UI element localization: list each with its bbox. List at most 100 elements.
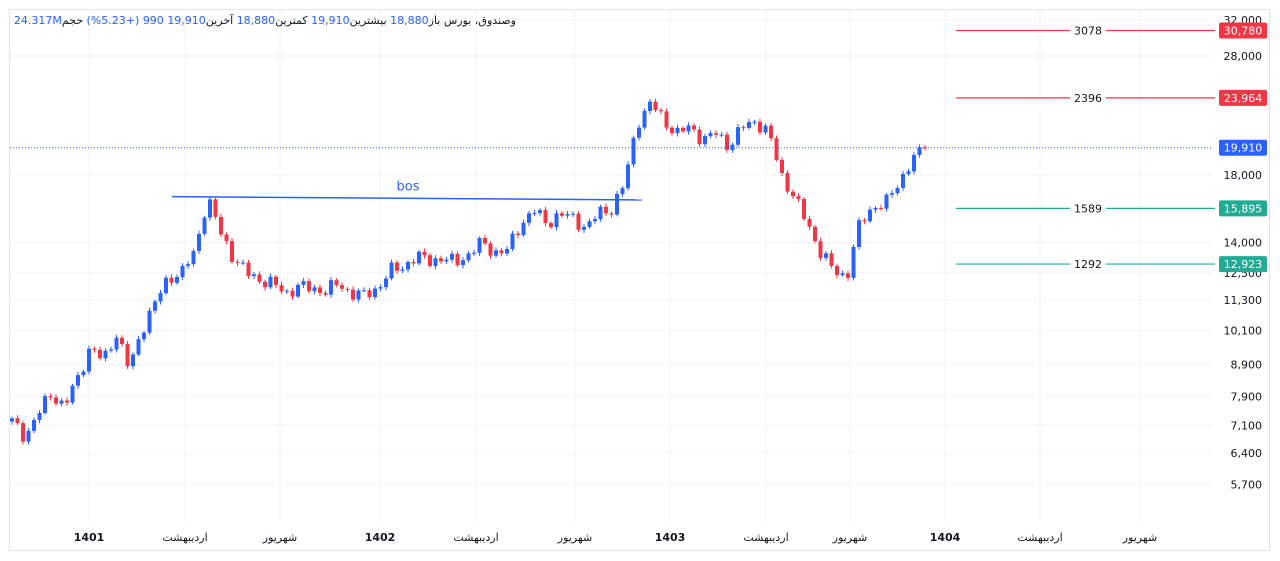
y-tick-label: 7,100 — [1231, 419, 1263, 432]
candle-body — [521, 222, 526, 236]
candle-body — [642, 110, 647, 128]
candle-body — [774, 138, 779, 160]
candle-body — [593, 219, 597, 222]
candle-body — [235, 261, 240, 263]
candle-body — [648, 101, 652, 111]
chart-frame — [9, 9, 1270, 551]
candle-body — [615, 193, 619, 215]
candle-body — [565, 214, 570, 216]
x-tick-label: شهریور — [557, 531, 592, 544]
candle-body — [532, 213, 537, 215]
candle-body — [719, 134, 724, 136]
time-axis: 1401 اردیبهشت شهریور 1402 اردیبهشت شهریور 1403… — [74, 531, 1158, 544]
level-annotation: 3078 — [1074, 24, 1102, 37]
candle-body — [131, 354, 135, 367]
candle-body — [450, 253, 454, 260]
candle-body — [571, 213, 575, 215]
x-tick-label: 1403 — [655, 531, 686, 544]
bos-annotation: bos — [171, 180, 643, 201]
open-value: 18,880 — [390, 14, 429, 27]
candle-body — [466, 253, 471, 261]
candle-body — [912, 154, 916, 172]
candle-body — [846, 273, 850, 278]
candle-body — [417, 251, 421, 264]
y-tick-label: 7,900 — [1231, 391, 1263, 404]
x-tick-label: اردیبهشت — [162, 531, 207, 544]
candles — [10, 98, 927, 445]
volume-label: حجم — [61, 14, 84, 27]
candle-body — [604, 206, 608, 214]
candle-body — [708, 133, 713, 137]
candle-body — [791, 191, 795, 197]
candle-body — [422, 251, 427, 256]
candle-body — [48, 396, 53, 398]
candle-body — [351, 289, 355, 300]
candle-body — [582, 226, 586, 230]
candle-body — [263, 281, 267, 288]
candle-body — [279, 285, 284, 292]
candle-body — [345, 288, 350, 290]
candle-body — [576, 213, 581, 230]
candle-body — [296, 284, 300, 297]
candle-body — [807, 218, 812, 227]
candle-body — [169, 277, 174, 283]
low-label: کمترین — [275, 14, 308, 27]
bos-label: bos — [397, 180, 420, 195]
candle-body — [37, 413, 42, 420]
candle-body — [175, 277, 179, 283]
x-tick-label: شهریور — [262, 531, 297, 544]
y-tick-label: 10,100 — [1224, 324, 1263, 337]
price-label-text: 23,964 — [1224, 92, 1263, 105]
x-tick-label: 1402 — [365, 531, 396, 544]
candle-body — [257, 274, 262, 282]
candle-body — [769, 125, 773, 139]
candle-body — [901, 173, 905, 188]
high-label: بیشترین — [349, 14, 387, 27]
candle-body — [917, 147, 922, 155]
candle-body — [785, 172, 790, 192]
candle-body — [664, 111, 669, 128]
candle-body — [164, 277, 168, 294]
candle-body — [241, 262, 245, 264]
x-tick-label: 1404 — [930, 531, 961, 544]
candle-body — [488, 243, 493, 256]
candle-body — [818, 241, 823, 258]
candle-body — [142, 332, 146, 340]
candle-body — [631, 137, 636, 165]
candle-body — [213, 199, 218, 217]
price-label-text: 12,923 — [1224, 258, 1263, 271]
close-value: 19,910 — [167, 14, 206, 27]
candle-body — [444, 259, 449, 262]
candle-body — [334, 280, 339, 286]
candle-body — [406, 262, 410, 270]
candle-body — [274, 276, 278, 286]
y-tick-label: 14,000 — [1224, 237, 1263, 250]
candle-body — [285, 290, 289, 292]
candle-body — [494, 250, 498, 256]
candle-body — [411, 262, 416, 264]
candle-body — [191, 250, 196, 265]
candle-body — [103, 350, 108, 359]
candle-body — [549, 223, 553, 228]
candle-body — [153, 301, 157, 311]
price-label-badge — [1219, 89, 1267, 106]
candle-body — [373, 288, 377, 298]
candle-body — [835, 265, 839, 276]
price-label-badge — [1219, 256, 1267, 273]
high-value: 19,910 — [311, 14, 350, 27]
price-label-text: 15,895 — [1224, 202, 1263, 215]
candle-body — [98, 349, 102, 359]
candle-body — [637, 127, 641, 138]
candle-body — [268, 276, 273, 288]
candle-body — [626, 164, 630, 189]
candle-body — [340, 285, 344, 289]
candle-body — [780, 159, 784, 173]
candle-body — [246, 262, 251, 277]
x-tick-label: شهریور — [832, 531, 867, 544]
candle-body — [202, 217, 207, 234]
candle-body — [400, 269, 405, 271]
candle-body — [186, 264, 190, 266]
candle-body — [725, 134, 729, 150]
candle-body — [136, 339, 141, 355]
